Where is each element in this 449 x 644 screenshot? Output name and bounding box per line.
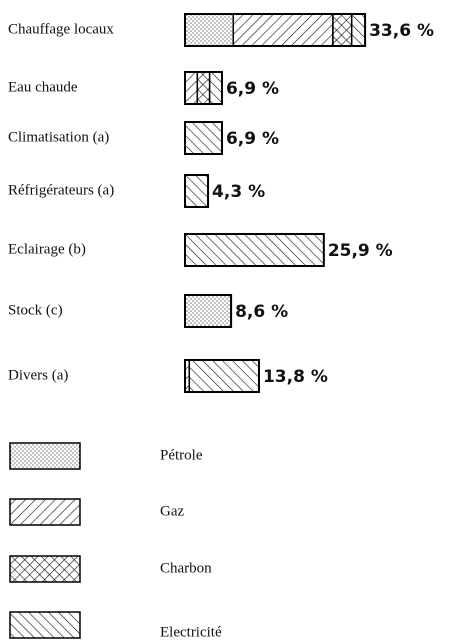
legend-label: Gaz [160, 503, 184, 519]
legend-swatch [9, 442, 81, 470]
bar-outline [184, 121, 223, 155]
bar-segment [184, 174, 209, 208]
bar-outline [184, 71, 223, 105]
bar-segment [332, 13, 353, 47]
legend-swatch [9, 555, 81, 583]
total-label: 8,6 % [235, 302, 288, 322]
bar-segment [184, 13, 234, 47]
bar-outline [184, 13, 367, 47]
category-label: Eau chaude [8, 79, 78, 95]
bar-outline [184, 359, 260, 393]
legend-swatch [9, 498, 81, 526]
total-label: 33,6 % [369, 21, 434, 41]
total-label: 13,8 % [263, 367, 328, 387]
legend-label: Electricité [160, 624, 222, 640]
legend-label: Pétrole [160, 447, 203, 463]
legend-label: Charbon [160, 560, 212, 576]
bar-segment [184, 294, 232, 328]
total-label: 25,9 % [328, 241, 393, 261]
category-label: Stock (c) [8, 302, 63, 318]
bar-outline [184, 294, 233, 328]
category-label: Divers (a) [8, 367, 68, 383]
total-label: 4,3 % [212, 182, 265, 202]
bar-segment [184, 121, 223, 155]
bar-segment [184, 71, 199, 105]
category-label: Chauffage locaux [8, 21, 114, 37]
total-label: 6,9 % [226, 129, 279, 149]
bar-segment [184, 233, 325, 267]
category-label: Eclairage (b) [8, 241, 86, 257]
bar-outline [184, 233, 325, 267]
category-label: Réfrigérateurs (a) [8, 182, 114, 198]
bar-segment [350, 13, 366, 47]
bar-segment [232, 13, 334, 47]
bar-segment [196, 71, 211, 105]
bar-outline [184, 174, 210, 208]
legend-swatch [9, 611, 81, 639]
bar-segment [188, 359, 260, 393]
bar-segment [208, 71, 223, 105]
total-label: 6,9 % [226, 79, 279, 99]
category-label: Climatisation (a) [8, 129, 109, 145]
